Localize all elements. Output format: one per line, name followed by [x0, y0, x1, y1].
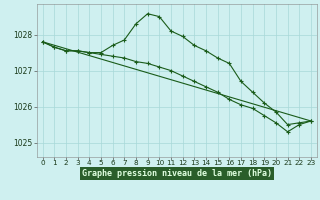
- X-axis label: Graphe pression niveau de la mer (hPa): Graphe pression niveau de la mer (hPa): [82, 169, 272, 178]
